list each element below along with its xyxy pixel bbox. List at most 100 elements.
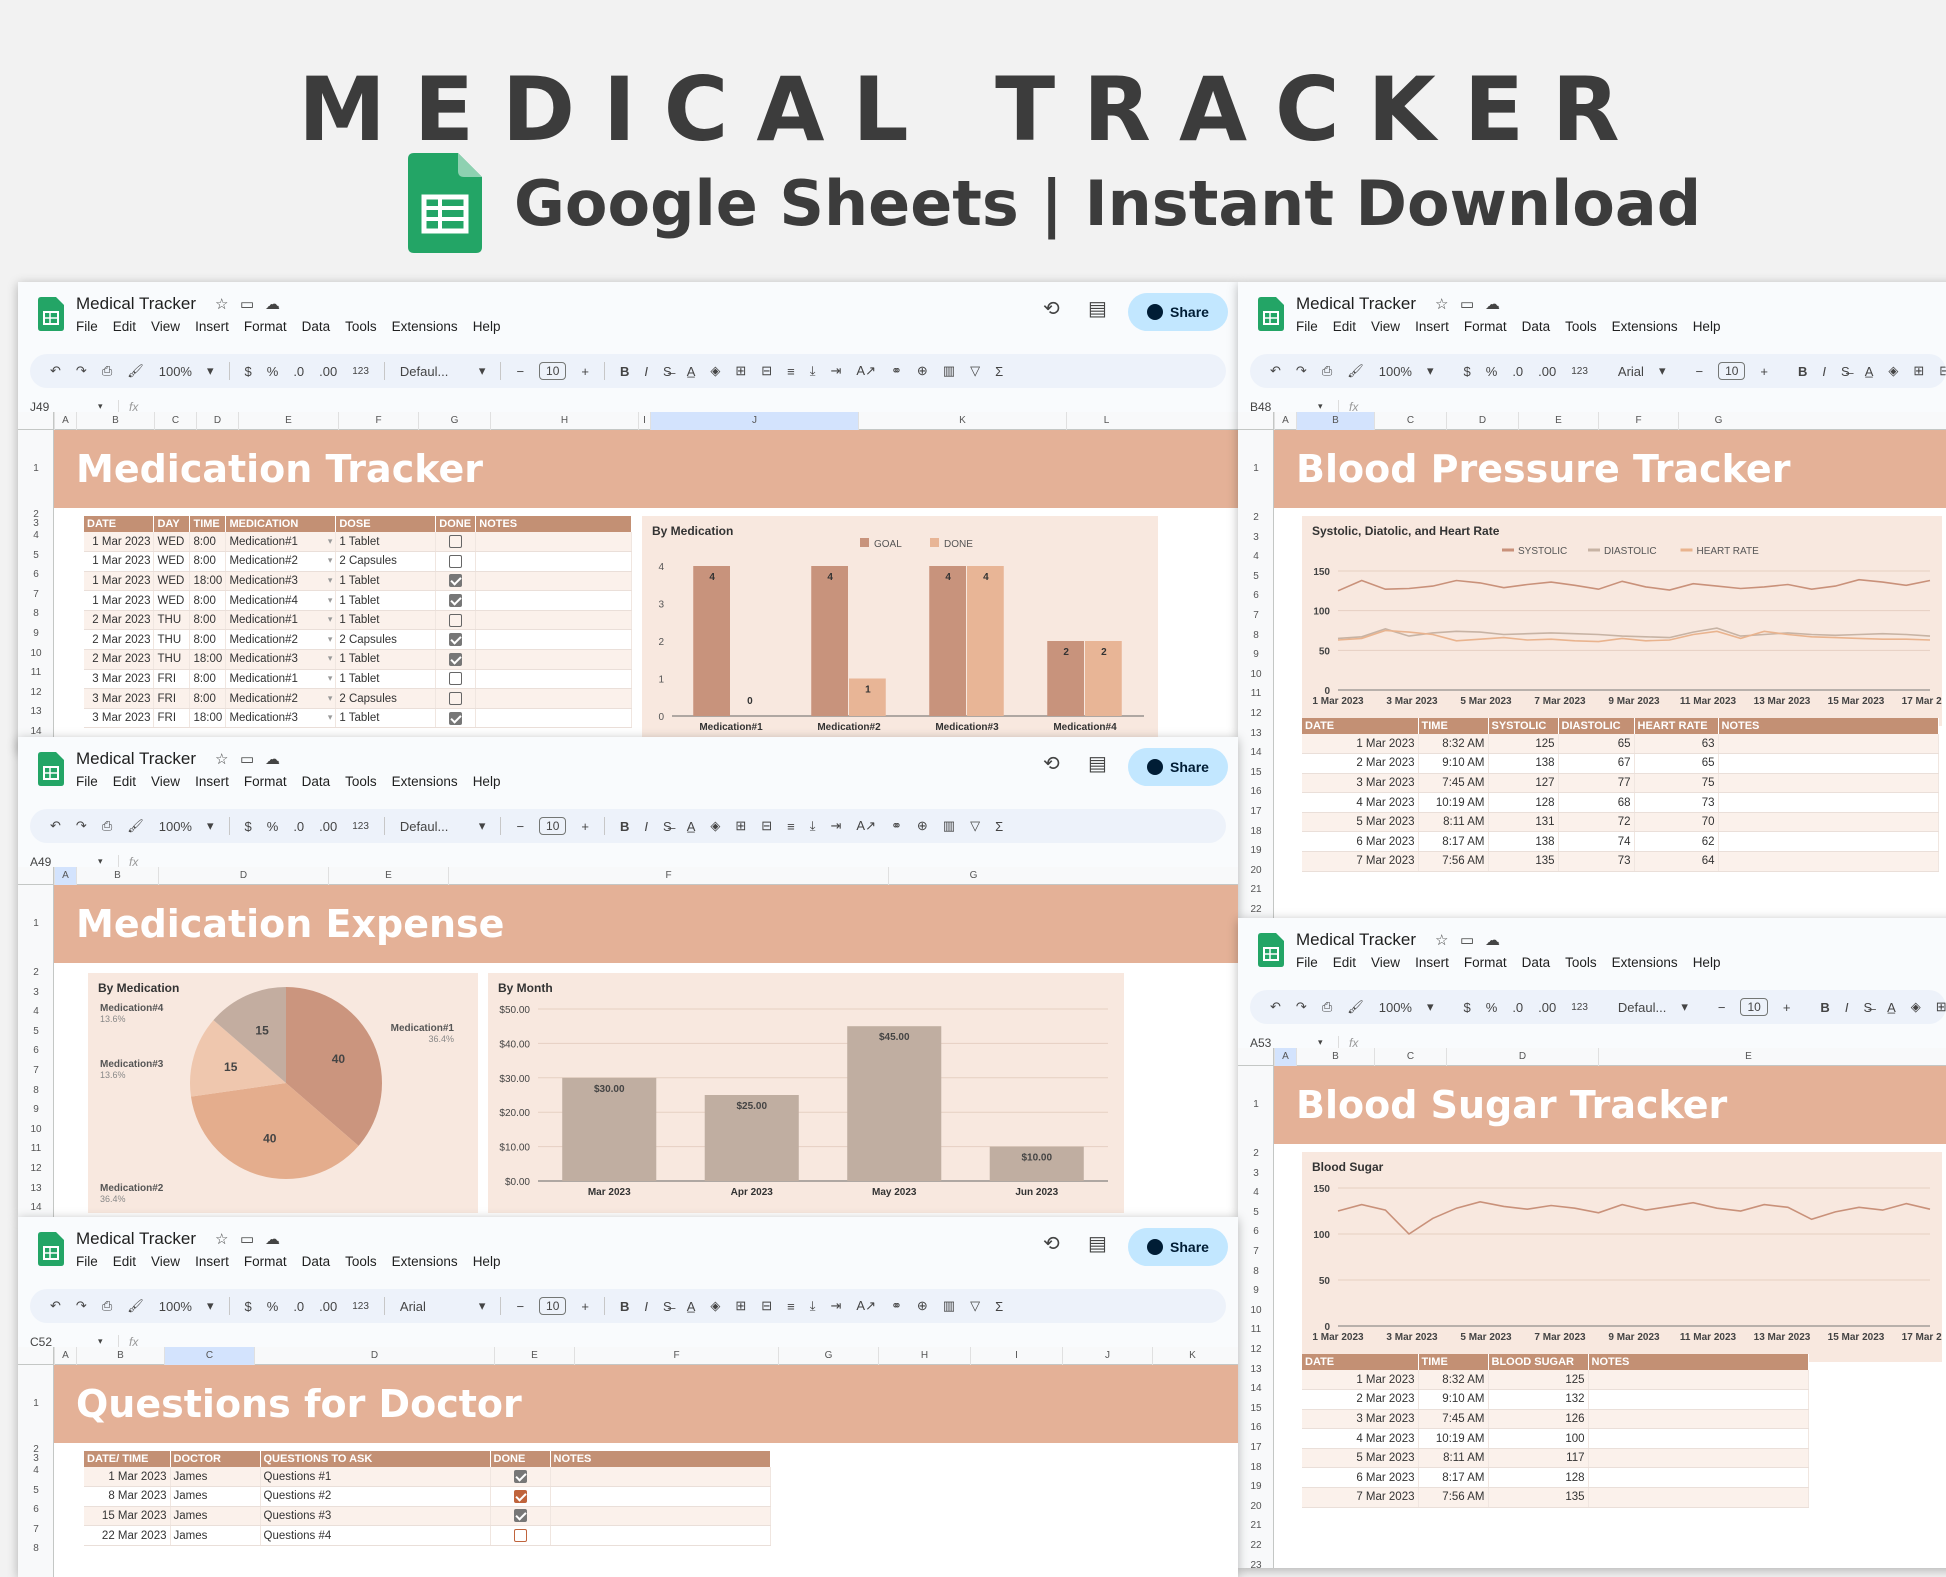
table-cell[interactable]: 62 (1634, 831, 1719, 853)
increase-font-size-icon[interactable]: + (581, 818, 589, 834)
version-history-icon[interactable]: ⟲ (1043, 753, 1060, 775)
table-cell[interactable] (1588, 1389, 1809, 1410)
table-cell[interactable]: 128 (1488, 1467, 1589, 1489)
move-folder-icon[interactable]: ▭ (240, 296, 255, 313)
table-cell[interactable]: Medication#2 ▾ (225, 688, 337, 709)
sheets-app-icon[interactable] (1258, 933, 1284, 967)
column-header-d[interactable]: D (158, 867, 328, 885)
table-cell[interactable]: 18:00 (189, 708, 227, 729)
row-header[interactable]: 3 (33, 518, 39, 529)
row-header[interactable]: 7 (1253, 1246, 1259, 1257)
row-header[interactable]: 9 (33, 628, 39, 639)
table-cell[interactable]: Medication#2 ▾ (225, 551, 337, 572)
table-cell[interactable]: THU (153, 649, 191, 670)
done-cell[interactable] (435, 551, 477, 572)
table-cell[interactable]: 1 Tablet (335, 708, 437, 729)
valign-icon[interactable]: ⤓ (809, 818, 816, 833)
row-header[interactable]: 8 (1253, 1265, 1259, 1277)
table-cell[interactable]: 126 (1488, 1409, 1589, 1430)
column-header-j[interactable]: J (650, 412, 858, 430)
column-header-k[interactable]: K (1152, 1347, 1232, 1365)
done-checkbox[interactable] (449, 613, 463, 627)
row-header[interactable]: 2 (33, 509, 39, 520)
menu-format[interactable]: Format (243, 1254, 287, 1269)
row-header[interactable]: 4 (1253, 1187, 1259, 1199)
menu-file[interactable]: File (76, 774, 98, 789)
table-cell[interactable]: 8:00 (189, 551, 227, 572)
notes-cell[interactable] (475, 688, 632, 709)
row-header[interactable]: 8 (33, 608, 39, 620)
star-icon[interactable]: ☆ (1435, 932, 1449, 949)
sheet-grid[interactable]: A B C D E 1 2 3 4 5 6 7 8 9 10 11 12 13 14 15 16 17 18 19 20 21 22… (1238, 1048, 1946, 1568)
table-cell[interactable]: 2 Mar 2023 (84, 610, 155, 631)
row-header[interactable]: 16 (1250, 786, 1262, 798)
increase-font-size-icon[interactable]: + (581, 363, 589, 379)
menu-data[interactable]: Data (1521, 955, 1551, 970)
strikethrough-icon[interactable]: S̶ (1863, 999, 1873, 1015)
menu-file[interactable]: File (1296, 319, 1318, 334)
functions-icon[interactable]: Σ (995, 818, 1004, 834)
cloud-status-icon[interactable]: ☁ (1485, 296, 1500, 313)
move-folder-icon[interactable]: ▭ (240, 1231, 255, 1248)
notes-cell[interactable] (475, 551, 632, 572)
sheet-grid[interactable]: A B C D E F G 1 2 3 4 5 6 7 8 9 10 11 12 13 14 15 16 17 18 19 20 21… (1238, 412, 1946, 922)
comment-icon[interactable]: ⊕ (916, 363, 928, 378)
table-cell[interactable]: 8:00 (189, 610, 227, 631)
text-color-icon[interactable]: A̲ (686, 363, 696, 379)
column-header-i[interactable]: I (638, 412, 650, 430)
print-icon[interactable]: ⎙ (101, 1298, 113, 1313)
blood-pressure-chart[interactable]: Systolic, Diatolic, and Heart Rate 0 50 100… (1302, 516, 1942, 726)
comments-icon[interactable]: ▤ (1088, 753, 1107, 775)
row-header[interactable]: 4 (33, 1006, 39, 1018)
row-header[interactable]: 6 (1253, 590, 1259, 602)
row-header[interactable]: 22 (1250, 1540, 1262, 1551)
cloud-status-icon[interactable]: ☁ (1485, 932, 1500, 949)
filter-icon[interactable]: ▽ (970, 1298, 981, 1313)
table-cell[interactable]: 2 Capsules (335, 629, 437, 651)
menu-tools[interactable]: Tools (345, 319, 377, 334)
chart-icon[interactable]: ▥ (942, 818, 956, 833)
table-cell[interactable]: FRI (153, 708, 191, 729)
table-cell[interactable]: 3 Mar 2023 (84, 708, 155, 729)
more-formats-button[interactable]: 123 (352, 820, 369, 832)
table-cell[interactable]: FRI (153, 669, 191, 690)
menu-extensions[interactable]: Extensions (391, 774, 458, 789)
row-header[interactable]: 8 (33, 1543, 39, 1555)
print-icon[interactable]: ⎙ (101, 818, 113, 833)
table-cell[interactable] (1718, 812, 1939, 833)
table-cell[interactable]: FRI (153, 688, 191, 709)
fill-color-icon[interactable]: ◈ (710, 818, 721, 833)
column-header-d[interactable]: D (1446, 1048, 1598, 1066)
sheets-app-icon[interactable] (38, 297, 64, 331)
undo-icon[interactable]: ↶ (50, 1298, 61, 1313)
fill-color-icon[interactable]: ◈ (1888, 363, 1899, 378)
column-header-g[interactable]: G (888, 867, 1058, 885)
font-family-select[interactable]: Defaul... (399, 818, 449, 834)
fill-color-icon[interactable]: ◈ (1910, 999, 1921, 1014)
share-button[interactable]: Share (1128, 748, 1228, 786)
table-cell[interactable]: Questions #3 (260, 1506, 491, 1527)
table-cell[interactable]: 1 Tablet (335, 649, 437, 670)
font-family-select[interactable]: Arial (1617, 363, 1644, 379)
column-header-c[interactable]: C (154, 412, 196, 430)
table-cell[interactable]: 73 (1634, 792, 1719, 813)
rotate-icon[interactable]: A↗ (856, 818, 876, 833)
share-button[interactable]: Share (1128, 1228, 1228, 1266)
dropdown-arrow-icon[interactable]: ▾ (327, 614, 333, 625)
table-cell[interactable]: 117 (1488, 1448, 1589, 1469)
wrap-icon[interactable]: ⇥ (830, 363, 842, 378)
filter-icon[interactable]: ▽ (970, 363, 981, 378)
comments-icon[interactable]: ▤ (1088, 1233, 1107, 1255)
valign-icon[interactable]: ⤓ (809, 1298, 816, 1313)
column-header-k[interactable]: K (858, 412, 1066, 430)
table-cell[interactable] (490, 1486, 551, 1507)
menu-view[interactable]: View (151, 1254, 181, 1269)
column-header-b[interactable]: B (76, 1347, 164, 1365)
borders-icon[interactable]: ⊞ (735, 363, 747, 378)
notes-cell[interactable] (475, 629, 632, 651)
table-cell[interactable]: 10:19 AM (1418, 792, 1489, 813)
row-header[interactable]: 2 (33, 967, 39, 978)
table-cell[interactable]: 8:00 (189, 688, 227, 709)
decrease-decimal-button[interactable]: .0 (293, 363, 305, 379)
zoom-select[interactable]: 100% (158, 363, 192, 379)
